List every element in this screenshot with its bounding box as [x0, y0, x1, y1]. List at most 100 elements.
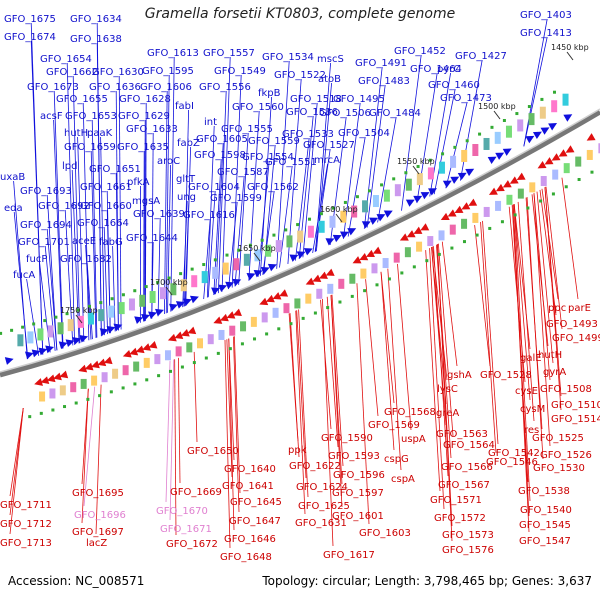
marker-dot	[313, 311, 317, 315]
forward-gene-label: GFO_1613	[147, 48, 199, 59]
reverse-gene-label: res	[524, 425, 539, 436]
feature-block	[505, 125, 512, 138]
reverse-gene-label: GFO_1528	[480, 370, 532, 381]
reverse-gene-label: GFO_1540	[520, 505, 572, 516]
reverse-gene-arrow	[319, 271, 328, 279]
forward-leader-line	[157, 217, 161, 317]
map-title: Gramella forsetii KT0803, complete genom…	[144, 6, 456, 22]
reverse-gene-label: GFO_1566	[441, 462, 493, 473]
feature-block	[438, 161, 445, 174]
marker-dot	[502, 118, 506, 122]
reverse-gene-arrow	[40, 376, 50, 385]
reverse-gene-label: GFO_1593	[328, 451, 380, 462]
reverse-leader-line	[9, 408, 24, 535]
reverse-gene-arrow	[544, 157, 554, 165]
kbp-tick-mark	[566, 51, 574, 61]
forward-gene-arrow	[106, 325, 116, 334]
forward-gene-label: GFO_1693	[20, 186, 72, 197]
marker-dot	[296, 223, 300, 227]
reverse-gene-label: GFO_1645	[230, 497, 282, 508]
reverse-gene-label: GFO_1617	[323, 550, 375, 561]
reverse-gene-label: lacZ	[86, 538, 107, 549]
forward-gene-label: GFO_1629	[118, 111, 170, 122]
forward-gene-arrow	[79, 335, 89, 343]
forward-gene-label: lpd	[62, 161, 77, 172]
reverse-leader-line	[320, 299, 332, 430]
reverse-gene-arrow	[586, 133, 596, 141]
feature-block	[180, 279, 187, 292]
forward-leader-line	[165, 74, 170, 314]
feature-block	[222, 262, 229, 275]
forward-leader-line	[314, 148, 331, 252]
pseudogene-leader-line	[169, 359, 175, 521]
reverse-gene-label: GFO_1622	[289, 461, 341, 472]
marker-dot	[331, 206, 335, 210]
forward-leader-line	[238, 132, 249, 285]
kbp-tick-label: 1750 kbp	[60, 306, 98, 315]
pseudogene-label: GFO_1670	[156, 506, 208, 517]
forward-gene-label: GFO_1534	[262, 52, 314, 63]
forward-leader-line	[53, 90, 64, 349]
marker-dot	[260, 238, 264, 242]
marker-dot	[0, 331, 3, 335]
forward-gene-label: fkpB	[258, 88, 281, 99]
marker-dot	[39, 411, 43, 415]
marker-dot	[272, 233, 276, 237]
marker-dot	[453, 145, 457, 149]
genome-stats: Topology: circular; Length: 3,798,465 bp…	[262, 574, 592, 588]
forward-gene-arrow	[182, 298, 192, 306]
forward-leader-line	[71, 169, 80, 344]
reverse-gene-arrow	[461, 202, 471, 210]
feature-block	[17, 334, 24, 347]
forward-gene-arrow	[563, 114, 573, 122]
reverse-gene-arrow	[558, 149, 568, 157]
forward-leader-line	[90, 150, 97, 338]
feature-block	[139, 294, 146, 307]
reverse-gene-label: GFO_1647	[229, 516, 281, 527]
feature-block	[351, 205, 358, 218]
feature-block	[149, 291, 156, 304]
marker-dot	[10, 328, 14, 332]
forward-gene-arrow	[218, 284, 228, 293]
forward-gene-label: fabI	[175, 101, 194, 112]
marker-dot	[380, 183, 384, 187]
reverse-gene-arrow	[265, 294, 275, 303]
feature-block	[563, 163, 570, 174]
reverse-leader-line	[356, 283, 370, 525]
reverse-gene-label: GFO_1573	[442, 530, 494, 541]
reverse-leader-line	[513, 204, 531, 502]
feature-block	[449, 224, 456, 235]
feature-block	[494, 131, 501, 144]
marker-dot	[400, 271, 404, 275]
marker-dot	[475, 233, 479, 237]
forward-gene-label: GFO_1674	[4, 32, 56, 43]
marker-dot	[284, 228, 288, 232]
forward-gene-arrow	[495, 152, 505, 160]
marker-dot	[428, 158, 432, 162]
feature-block	[218, 329, 225, 340]
reverse-gene-arrow	[352, 256, 362, 264]
forward-gene-label: GFO_1606	[140, 82, 192, 93]
forward-gene-arrow	[332, 234, 342, 243]
forward-gene-arrow	[303, 248, 313, 256]
forward-leader-line	[228, 201, 238, 290]
feature-block	[197, 338, 204, 349]
forward-gene-label: pyrC	[437, 64, 460, 75]
pseudogene-leader-line	[165, 360, 171, 503]
forward-gene-label: GFO_1634	[70, 14, 122, 25]
forward-gene-label: GFO_1664	[77, 218, 129, 229]
marker-dot	[437, 252, 441, 256]
marker-dot	[192, 361, 196, 365]
forward-gene-label: GFO_1636	[89, 82, 141, 93]
marker-dot	[513, 213, 517, 217]
reverse-leader-line	[541, 188, 559, 300]
reverse-gene-arrow	[468, 198, 478, 206]
forward-leader-line	[96, 42, 102, 337]
reverse-gene-label: GFO_1624	[296, 482, 348, 493]
marker-dot	[204, 356, 208, 360]
reverse-leader-line	[561, 177, 579, 300]
marker-dot	[527, 105, 531, 109]
feature-block	[540, 176, 547, 187]
reverse-leader-line	[517, 201, 535, 422]
reverse-gene-arrow	[325, 268, 335, 276]
